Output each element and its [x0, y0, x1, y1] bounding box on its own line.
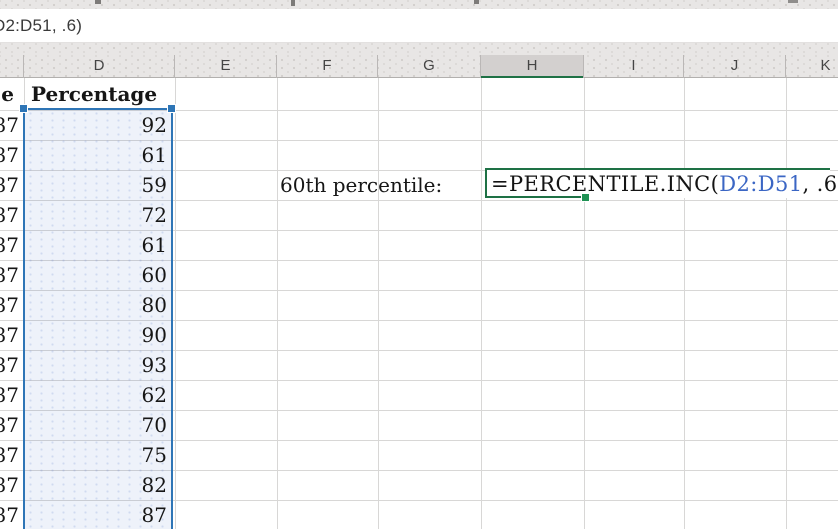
formula-bar[interactable]: D2:D51, .6): [0, 9, 838, 43]
formula-bar-text[interactable]: D2:D51, .6): [0, 16, 83, 35]
gridline-horizontal: [0, 410, 838, 411]
gridline-horizontal: [0, 200, 838, 201]
cell-d9[interactable]: 90: [141, 323, 167, 347]
cell-d10[interactable]: 93: [141, 353, 167, 377]
cell-c9-fragment[interactable]: 87: [0, 323, 19, 347]
cell-f4-percentile-label[interactable]: 60th percentile:: [280, 173, 443, 197]
cell-c13-fragment[interactable]: 87: [0, 443, 19, 467]
cell-c1-fragment[interactable]: e: [1, 82, 14, 106]
cell-c7-fragment[interactable]: 87: [0, 263, 19, 287]
gridline-horizontal: [0, 110, 838, 111]
cell-d15[interactable]: 87: [141, 503, 167, 527]
cell-d5[interactable]: 72: [141, 203, 167, 227]
active-column-underline: [481, 76, 583, 79]
column-headers-row: D E F G H I J K: [0, 55, 838, 79]
cell-c2-fragment[interactable]: 87: [0, 113, 19, 137]
range-selection-handle[interactable]: [168, 105, 175, 112]
gridline-vertical: [684, 78, 685, 529]
cell-h4-formula-edit[interactable]: =PERCENTILE.INC(D2:D51, .6): [485, 168, 838, 198]
gridline-horizontal: [0, 320, 838, 321]
fill-handle[interactable]: [582, 194, 589, 201]
cell-c5-fragment[interactable]: 87: [0, 203, 19, 227]
cell-c12-fragment[interactable]: 87: [0, 413, 19, 437]
ribbon-artifact: [474, 0, 479, 4]
gridline-vertical: [175, 78, 176, 529]
column-header-i[interactable]: I: [584, 55, 684, 78]
gridline-vertical: [378, 78, 379, 529]
column-header-partial[interactable]: [0, 55, 24, 78]
gridline-vertical: [277, 78, 278, 529]
range-selection-handle[interactable]: [20, 105, 27, 112]
sheet-grid: e 87 87 87 87 87 87 87 87 87 87 87 87 87…: [0, 78, 838, 529]
range-selection-fill: [25, 110, 171, 529]
cell-d11[interactable]: 62: [141, 383, 167, 407]
cell-d8[interactable]: 80: [141, 293, 167, 317]
gridline-vertical: [481, 78, 482, 529]
gridline-horizontal: [0, 140, 838, 141]
ribbon-artifact: [95, 0, 101, 4]
ribbon-bottom-strip: [0, 0, 838, 9]
cell-c4-fragment[interactable]: 87: [0, 173, 19, 197]
cell-c8-fragment[interactable]: 87: [0, 293, 19, 317]
gridline-horizontal: [0, 470, 838, 471]
range-selection-border-right: [171, 108, 173, 529]
ribbon-artifact: [291, 0, 295, 6]
gridline-horizontal: [0, 290, 838, 291]
formula-suffix: , .6): [802, 172, 838, 196]
cell-d6[interactable]: 61: [141, 233, 167, 257]
cell-d3[interactable]: 61: [141, 143, 167, 167]
cell-d12[interactable]: 70: [141, 413, 167, 437]
gridline-horizontal: [0, 380, 838, 381]
range-selection-border-left: [23, 108, 25, 529]
column-header-j[interactable]: J: [684, 55, 786, 78]
column-header-e[interactable]: E: [175, 55, 277, 78]
cell-c10-fragment[interactable]: 87: [0, 353, 19, 377]
ribbon-artifact: [788, 0, 798, 3]
cell-d13[interactable]: 75: [141, 443, 167, 467]
gridline-horizontal: [0, 260, 838, 261]
edit-cell-border-bottom: [485, 196, 586, 198]
chrome-band: [0, 43, 838, 55]
range-selection-border-top: [23, 108, 173, 110]
gridline-horizontal: [0, 500, 838, 501]
column-header-h[interactable]: H: [481, 55, 584, 79]
column-header-d[interactable]: D: [24, 55, 175, 78]
gridline-horizontal: [0, 230, 838, 231]
formula-range-ref: D2:D51: [719, 172, 803, 196]
column-header-k[interactable]: K: [786, 55, 838, 78]
cell-d2[interactable]: 92: [141, 113, 167, 137]
cell-c11-fragment[interactable]: 87: [0, 383, 19, 407]
gridline-horizontal: [0, 170, 838, 171]
column-header-f[interactable]: F: [277, 55, 378, 78]
column-header-h-label: H: [526, 57, 538, 74]
gridline-horizontal: [0, 440, 838, 441]
column-header-g[interactable]: G: [378, 55, 481, 78]
cell-c14-fragment[interactable]: 87: [0, 473, 19, 497]
cell-d4[interactable]: 59: [141, 173, 167, 197]
cell-d14[interactable]: 82: [141, 473, 167, 497]
gridline-vertical: [584, 78, 585, 529]
formula-text[interactable]: =PERCENTILE.INC(D2:D51, .6): [491, 170, 838, 198]
gridline-vertical: [786, 78, 787, 529]
formula-prefix: =PERCENTILE.INC(: [491, 172, 720, 196]
gridline-horizontal: [0, 350, 838, 351]
cell-d7[interactable]: 60: [141, 263, 167, 287]
cell-c3-fragment[interactable]: 87: [0, 143, 19, 167]
cell-d1-percentage-header[interactable]: Percentage: [31, 82, 158, 106]
cell-c6-fragment[interactable]: 87: [0, 233, 19, 257]
cell-c15-fragment[interactable]: 87: [0, 503, 19, 527]
